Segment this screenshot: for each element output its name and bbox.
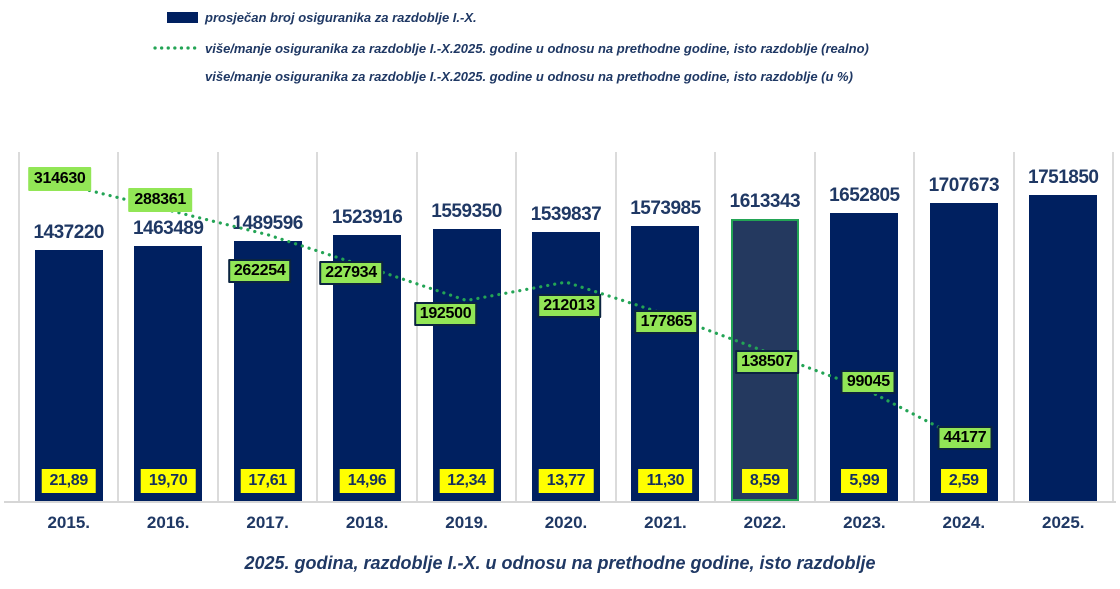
line-value-label: 99045 — [840, 369, 896, 394]
bar-value-label: 1539837 — [530, 204, 602, 226]
x-axis-label: 2023. — [843, 513, 886, 532]
x-axis-label: 2017. — [246, 513, 289, 532]
bar-value-label: 1751850 — [1028, 167, 1099, 189]
x-axis-label: 2018. — [345, 513, 389, 532]
x-axis-label: 2015. — [47, 513, 90, 532]
line-value-label: 288361 — [128, 188, 192, 213]
percent-label: 14,96 — [339, 469, 395, 493]
bar-2015 — [34, 250, 103, 501]
line-value-label: 138507 — [735, 350, 799, 375]
gridline — [18, 152, 20, 501]
legend-label-percent-series: više/manje osiguranika za razdoblje I.-X… — [205, 68, 853, 84]
percent-label: 11,30 — [638, 469, 693, 493]
chart-title: 2025. godina, razdoblje I.-X. u odnosu n… — [244, 553, 876, 573]
percent-label: 19,70 — [140, 469, 196, 493]
percent-label: 8,59 — [741, 469, 788, 493]
x-axis-label: 2024. — [942, 513, 986, 532]
line-value-label: 314630 — [27, 167, 92, 192]
bar-value-label: 1463489 — [132, 217, 204, 239]
legend-item-line-series: više/manje osiguranika za razdoblje I.-X… — [150, 39, 869, 57]
gridline — [216, 152, 219, 501]
bar-2021 — [631, 226, 700, 501]
percent-label: 13,77 — [538, 469, 594, 493]
bar-2025 — [1029, 195, 1098, 501]
bar-2016 — [134, 245, 203, 501]
bar-value-label: 1523916 — [331, 207, 403, 229]
line-value-label: 227934 — [319, 261, 383, 286]
percent-label: 2,59 — [940, 469, 987, 493]
bar-2020 — [532, 232, 600, 501]
bar-2024 — [929, 203, 998, 501]
bar-value-label: 1652805 — [829, 184, 900, 206]
x-axis-label: 2019. — [445, 513, 488, 532]
percent-label: 21,89 — [41, 469, 96, 493]
bar-value-label: 1489596 — [232, 213, 303, 235]
line-value-label: 177865 — [634, 310, 699, 335]
line-value-label: 192500 — [413, 301, 478, 326]
gridline — [1012, 152, 1015, 501]
line-value-label: 212013 — [537, 294, 601, 319]
x-axis-label: 2016. — [146, 513, 190, 532]
legend-label-line-series: više/manje osiguranika za razdoblje I.-X… — [205, 40, 869, 56]
bar-2023 — [830, 212, 899, 501]
bar-value-label: 1559350 — [431, 200, 502, 222]
legend-item-bar-series: prosječan broj osiguranika za razdoblje … — [150, 8, 477, 26]
gridline — [117, 152, 120, 501]
line-value-label: 44177 — [937, 426, 993, 451]
line-value-label: 262254 — [227, 258, 292, 283]
gridline — [1112, 152, 1114, 501]
legend-label-bar-series: prosječan broj osiguranika za razdoblje … — [205, 9, 477, 25]
x-axis-line — [4, 501, 1116, 503]
percent-label: 17,61 — [240, 469, 295, 493]
bar-value-label: 1613343 — [729, 191, 801, 213]
bar-value-label: 1573985 — [630, 198, 701, 220]
bar-value-label: 1437220 — [33, 222, 104, 244]
x-axis-label: 2020. — [544, 513, 588, 532]
dotted-line-swatch-icon — [153, 46, 198, 50]
bar-value-label: 1707673 — [928, 175, 1000, 196]
legend-item-percent-series: više/manje osiguranika za razdoblje I.-X… — [150, 67, 853, 85]
x-axis-label: 2025. — [1041, 513, 1085, 532]
percent-label: 5,99 — [841, 469, 888, 493]
x-axis-label: 2022. — [743, 513, 787, 532]
x-axis-label: 2021. — [644, 513, 687, 532]
percent-label: 12,34 — [439, 469, 494, 493]
bar-series-swatch-icon — [167, 11, 198, 23]
bar-2019 — [432, 228, 501, 501]
